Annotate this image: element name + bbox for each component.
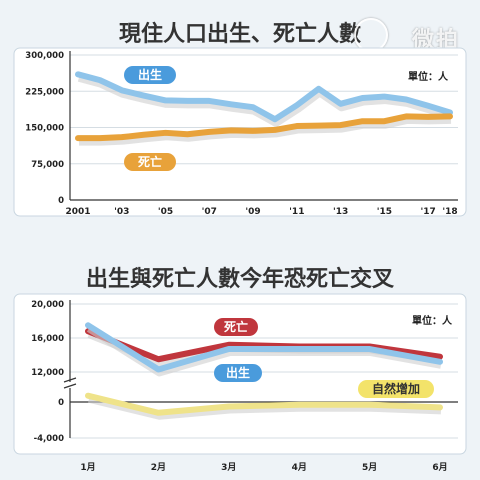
chart-1-x-tick-label: '03 [114,207,129,217]
chart-2-legend-natural-increase-pill [358,380,434,398]
chart-1-y-tick-label: 150,000 [25,124,64,134]
chart-2-axis-break-marks [63,377,77,389]
chart-2: -4,000 0 12,000 16,000 20,000 1月 2月 3月 4月 5月 6月 死亡出… [13,293,467,473]
chart-2-y-tick-label: 0 [58,398,64,408]
chart-1-series-shadow [79,114,452,146]
chart-1-x-tick-label: '18 [442,207,457,217]
chart-2-legend-deaths-label: 死亡 [224,319,248,334]
chart-1-y-tick-label: 225,000 [25,87,64,97]
chart-1-title: 現住人口出生、死亡人數 [118,22,361,47]
chart-1-legend-label: 出生 [138,67,162,82]
chart-1-unit-label: 單位：人 [408,70,449,83]
chart-1-x-tick-label: '07 [202,207,217,217]
chart-2-x-tick-label: 1月 [80,462,95,473]
chart-1: 0 75,000 150,000 225,000 300,000 2001 '03 '05 '0… [13,47,467,217]
chart-2-legend-natural-increase-label: 自然增加 [372,381,420,396]
chart-1-x-tick-label: '09 [245,207,260,217]
chart-2-x-tick-label: 6月 [432,462,447,473]
chart-2-unit-label: 單位：人 [412,314,453,327]
chart-2-legend-deaths-pill [214,318,258,336]
chart-1-y-tick-label: 300,000 [25,51,64,61]
chart-1-series-line-births [75,71,453,123]
chart-1-x-tick-label: '11 [289,207,304,217]
chart-2-series-line-natural-increase [85,392,443,416]
chart-1-legend-pill [124,66,176,84]
chart-2-series-line-births [85,322,443,373]
chart-1-y-tick-label: 75,000 [31,160,64,170]
chart-1-legend-pill [124,153,176,171]
chart-2-y-tick-label: 12,000 [31,368,64,378]
chart-2-y-tick-label: 20,000 [31,300,64,310]
chart-2-y-tick-label: 16,000 [31,334,64,344]
chart-1-x-tick-label: '05 [158,207,173,217]
chart-1-legend-label: 死亡 [138,154,162,169]
chart-2-y-tick-label: -4,000 [34,434,64,444]
chart-1-x-tick-label: '17 [420,207,435,217]
chart-2-legend-births-label: 出生 [226,365,250,380]
chart-2-x-tick-label: 5月 [362,462,377,473]
chart-2-title: 出生與死亡人數今年恐死亡交叉 [85,267,394,292]
chart-1-x-tick-label: 2001 [65,207,90,217]
chart-2-x-tick-label: 3月 [221,462,236,473]
chart-1-x-tick-label: '13 [333,207,348,217]
chart-2-x-tick-label: 2月 [151,462,166,473]
chart-1-y-tick-label: 0 [58,196,64,206]
chart-1-series-line-deaths [75,113,453,142]
chart-1-x-tick-label: '15 [377,207,392,217]
chart-2-legend-births-pill [214,364,262,382]
chart-2-x-tick-label: 4月 [292,462,307,473]
